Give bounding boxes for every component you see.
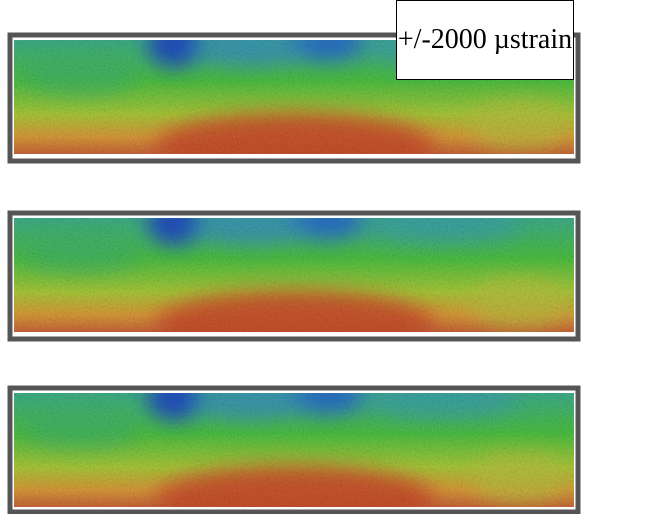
specimen-edge	[7, 385, 581, 514]
specimen-edge	[7, 32, 581, 164]
scale-label: +/-2000 µstrain	[396, 0, 574, 80]
strain-image	[10, 201, 578, 359]
strain-image	[10, 376, 578, 514]
specimen-edge	[7, 210, 581, 342]
